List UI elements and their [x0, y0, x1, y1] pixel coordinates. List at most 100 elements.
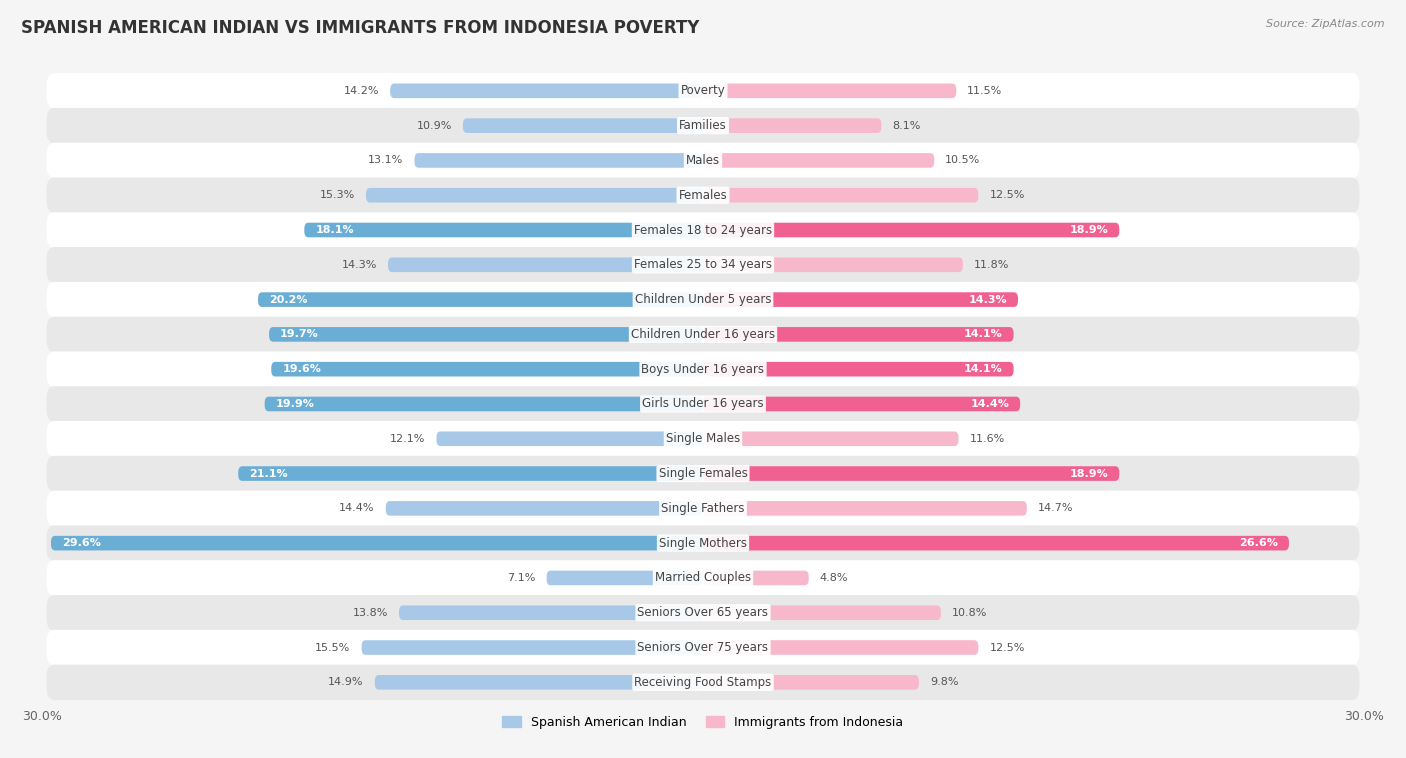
FancyBboxPatch shape	[703, 536, 1289, 550]
Text: 10.8%: 10.8%	[952, 608, 987, 618]
Text: Single Fathers: Single Fathers	[661, 502, 745, 515]
Text: Seniors Over 65 years: Seniors Over 65 years	[637, 606, 769, 619]
Text: 14.3%: 14.3%	[342, 260, 377, 270]
Text: 14.1%: 14.1%	[965, 364, 1002, 374]
Text: Females: Females	[679, 189, 727, 202]
FancyBboxPatch shape	[46, 665, 1360, 700]
FancyBboxPatch shape	[399, 606, 703, 620]
FancyBboxPatch shape	[46, 317, 1360, 352]
Text: 11.5%: 11.5%	[967, 86, 1002, 96]
FancyBboxPatch shape	[46, 630, 1360, 666]
FancyBboxPatch shape	[391, 83, 703, 98]
FancyBboxPatch shape	[46, 421, 1360, 456]
FancyBboxPatch shape	[259, 293, 703, 307]
FancyBboxPatch shape	[269, 327, 703, 342]
FancyBboxPatch shape	[703, 223, 1119, 237]
Text: 4.8%: 4.8%	[820, 573, 848, 583]
FancyBboxPatch shape	[46, 108, 1360, 143]
FancyBboxPatch shape	[46, 456, 1360, 491]
Text: 14.2%: 14.2%	[343, 86, 380, 96]
Text: 14.3%: 14.3%	[969, 295, 1007, 305]
Text: 11.6%: 11.6%	[970, 434, 1005, 443]
FancyBboxPatch shape	[366, 188, 703, 202]
FancyBboxPatch shape	[46, 595, 1360, 631]
Text: 19.9%: 19.9%	[276, 399, 315, 409]
FancyBboxPatch shape	[703, 258, 963, 272]
Text: 15.5%: 15.5%	[315, 643, 350, 653]
FancyBboxPatch shape	[703, 675, 920, 690]
FancyBboxPatch shape	[46, 352, 1360, 387]
Text: 18.9%: 18.9%	[1070, 468, 1108, 478]
FancyBboxPatch shape	[463, 118, 703, 133]
Text: 14.4%: 14.4%	[339, 503, 375, 513]
Text: 9.8%: 9.8%	[929, 678, 959, 688]
Text: 14.4%: 14.4%	[970, 399, 1010, 409]
Text: 18.1%: 18.1%	[315, 225, 354, 235]
Text: Seniors Over 75 years: Seniors Over 75 years	[637, 641, 769, 654]
FancyBboxPatch shape	[703, 83, 956, 98]
Text: 20.2%: 20.2%	[269, 295, 308, 305]
Text: 21.1%: 21.1%	[249, 468, 288, 478]
Legend: Spanish American Indian, Immigrants from Indonesia: Spanish American Indian, Immigrants from…	[498, 711, 908, 734]
FancyBboxPatch shape	[375, 675, 703, 690]
FancyBboxPatch shape	[703, 431, 959, 446]
FancyBboxPatch shape	[547, 571, 703, 585]
FancyBboxPatch shape	[264, 396, 703, 412]
Text: 11.8%: 11.8%	[974, 260, 1010, 270]
FancyBboxPatch shape	[703, 327, 1014, 342]
Text: 10.9%: 10.9%	[416, 121, 451, 130]
FancyBboxPatch shape	[703, 501, 1026, 515]
Text: 12.5%: 12.5%	[990, 190, 1025, 200]
Text: Families: Families	[679, 119, 727, 132]
Text: Males: Males	[686, 154, 720, 167]
Text: Poverty: Poverty	[681, 84, 725, 97]
FancyBboxPatch shape	[703, 606, 941, 620]
FancyBboxPatch shape	[388, 258, 703, 272]
Text: 14.1%: 14.1%	[965, 330, 1002, 340]
Text: Children Under 5 years: Children Under 5 years	[634, 293, 772, 306]
Text: 14.9%: 14.9%	[328, 678, 364, 688]
FancyBboxPatch shape	[304, 223, 703, 237]
FancyBboxPatch shape	[46, 525, 1360, 561]
Text: 26.6%: 26.6%	[1239, 538, 1278, 548]
FancyBboxPatch shape	[46, 387, 1360, 421]
FancyBboxPatch shape	[703, 466, 1119, 481]
FancyBboxPatch shape	[703, 571, 808, 585]
Text: 12.5%: 12.5%	[990, 643, 1025, 653]
Text: 19.7%: 19.7%	[280, 330, 319, 340]
Text: Single Mothers: Single Mothers	[659, 537, 747, 550]
Text: Females 25 to 34 years: Females 25 to 34 years	[634, 258, 772, 271]
FancyBboxPatch shape	[46, 490, 1360, 526]
FancyBboxPatch shape	[51, 536, 703, 550]
Text: 14.7%: 14.7%	[1038, 503, 1073, 513]
Text: 15.3%: 15.3%	[319, 190, 354, 200]
Text: Single Females: Single Females	[658, 467, 748, 480]
Text: Boys Under 16 years: Boys Under 16 years	[641, 362, 765, 376]
Text: Source: ZipAtlas.com: Source: ZipAtlas.com	[1267, 19, 1385, 29]
FancyBboxPatch shape	[703, 118, 882, 133]
FancyBboxPatch shape	[703, 362, 1014, 377]
FancyBboxPatch shape	[46, 143, 1360, 178]
FancyBboxPatch shape	[46, 212, 1360, 248]
Text: Children Under 16 years: Children Under 16 years	[631, 328, 775, 341]
Text: Married Couples: Married Couples	[655, 572, 751, 584]
Text: Girls Under 16 years: Girls Under 16 years	[643, 397, 763, 411]
FancyBboxPatch shape	[436, 431, 703, 446]
Text: Single Males: Single Males	[666, 432, 740, 445]
Text: 10.5%: 10.5%	[945, 155, 980, 165]
FancyBboxPatch shape	[385, 501, 703, 515]
Text: 12.1%: 12.1%	[389, 434, 426, 443]
FancyBboxPatch shape	[238, 466, 703, 481]
FancyBboxPatch shape	[46, 73, 1360, 108]
Text: SPANISH AMERICAN INDIAN VS IMMIGRANTS FROM INDONESIA POVERTY: SPANISH AMERICAN INDIAN VS IMMIGRANTS FR…	[21, 19, 699, 37]
Text: 13.8%: 13.8%	[353, 608, 388, 618]
Text: 19.6%: 19.6%	[283, 364, 321, 374]
FancyBboxPatch shape	[703, 641, 979, 655]
Text: 8.1%: 8.1%	[893, 121, 921, 130]
FancyBboxPatch shape	[271, 362, 703, 377]
FancyBboxPatch shape	[46, 560, 1360, 596]
FancyBboxPatch shape	[46, 282, 1360, 318]
Text: 7.1%: 7.1%	[508, 573, 536, 583]
FancyBboxPatch shape	[46, 247, 1360, 283]
FancyBboxPatch shape	[703, 188, 979, 202]
